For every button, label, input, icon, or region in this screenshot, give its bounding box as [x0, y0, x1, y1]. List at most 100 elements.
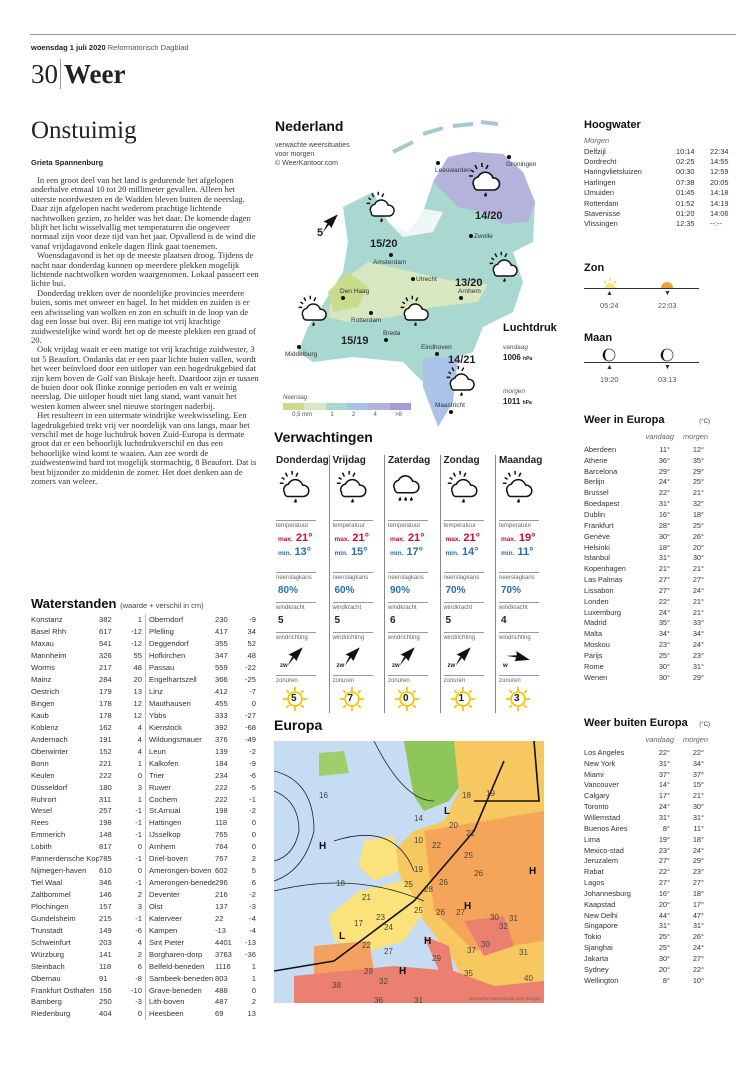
temp-today: 28°	[658, 520, 670, 530]
water-level: 146	[99, 890, 112, 900]
high-tide-2: 14:55	[710, 157, 729, 167]
water-level: 230	[215, 615, 228, 625]
forecast-day-column: Zaterdag temperatuur max. 21° min. 17° neers…	[384, 455, 440, 713]
water-level: 179	[99, 687, 112, 697]
min-value: 17°	[406, 546, 424, 558]
min-value: 11°	[517, 546, 534, 558]
water-change: 4	[137, 722, 142, 732]
max-label: max.	[445, 536, 461, 543]
temp-today: 30°	[658, 672, 670, 682]
pressure-tomorrow: 1011	[503, 397, 521, 406]
station-name: Würzburg	[31, 949, 64, 959]
station-name: Emmerich	[31, 830, 66, 840]
station-name: Linz	[149, 687, 163, 697]
city-name: Los Angeles	[584, 747, 625, 757]
subtitle: (waarde + verschil in cm)	[120, 601, 204, 610]
water-change: -9	[249, 615, 256, 625]
table-row: Katerveer 22 -4	[149, 912, 259, 924]
water-change: 2	[251, 997, 256, 1007]
table-row: Ruwer 222 -5	[149, 781, 259, 793]
temp-tomorrow: 10°	[692, 975, 704, 985]
water-change: 1	[137, 794, 142, 804]
table-row: Koblenz 162 4	[31, 721, 145, 733]
wind-direction-label: zw	[447, 663, 456, 669]
wind-direction-label: zw	[392, 663, 400, 669]
temp-tomorrow: 17°	[692, 899, 704, 909]
station-name: Amerongen-boven	[149, 866, 212, 876]
europa-temp-label: 18	[336, 879, 345, 888]
water-change: 6	[251, 878, 256, 888]
water-change: 55	[133, 651, 142, 661]
table-row: Malta 34° 34°	[584, 628, 710, 639]
label-windkracht: windkracht	[443, 602, 484, 611]
water-change: -10	[131, 985, 142, 995]
hoogwater-sub: Morgen	[584, 136, 610, 145]
high-tide-1: 10:14	[676, 146, 695, 156]
wind-force: 5	[278, 615, 284, 626]
table-row: Johannesburg 16° 18°	[584, 888, 710, 899]
table-row: Sint Pieter 4401 -13	[149, 936, 259, 948]
temp-label: 15/19	[341, 335, 369, 347]
buiten-europa-section: Weer buiten Europa (°C) vandaag morgen Los…	[584, 717, 710, 986]
legend-tick: 1	[330, 412, 334, 418]
table-row: Oberwinter 152 4	[31, 745, 145, 757]
temp-tomorrow: 22°	[692, 964, 704, 974]
water-level: 404	[99, 1009, 112, 1019]
buiten-table: Los Angeles 22° 22° New York 31° 34° Miami 37° 3…	[584, 747, 710, 986]
water-level: 610	[99, 866, 112, 876]
water-change: -3	[135, 997, 142, 1007]
station-name: Lobith	[31, 842, 52, 852]
table-row: Jeruzalem 27° 29°	[584, 855, 710, 866]
high-tide-1: 12:35	[676, 219, 695, 229]
city-amsterdam: Amsterdam	[373, 252, 406, 266]
table-row: Plochingen 157 3	[31, 901, 145, 913]
label-temperature: temperatuur	[499, 520, 539, 529]
water-level: 785	[99, 854, 112, 864]
table-row: Mexico-stad 23° 24°	[584, 845, 710, 856]
temp-tomorrow: 18°	[692, 834, 704, 844]
city-name: Madrid	[584, 618, 607, 628]
water-level: 284	[99, 675, 112, 685]
temp-max: max. 19°	[501, 532, 551, 544]
europa-temp-label: 26	[474, 869, 483, 878]
table-row: Trunstadt 149 -6	[31, 924, 145, 936]
temp-today: 8°	[662, 823, 670, 833]
pressure-today: 1006	[503, 353, 521, 362]
table-row: Toronto 24° 30°	[584, 801, 710, 812]
paragraph: Het resulteert in een uitermate windrijk…	[31, 410, 257, 486]
table-row: Lith-boven 487 2	[149, 996, 259, 1008]
station-name: Keulen	[31, 770, 55, 780]
city-name: Lima	[584, 834, 601, 844]
station-name: Schweinfurt	[31, 937, 71, 947]
temp-tomorrow: 30°	[692, 553, 704, 563]
europa-temp-label: 14	[414, 814, 423, 823]
table-row: Wellington 8° 10°	[584, 975, 710, 986]
station-name: Koblenz	[31, 722, 59, 732]
temp-today: 23°	[658, 845, 670, 855]
moonset-time: 03:13	[658, 375, 677, 384]
water-change: -22	[245, 663, 256, 673]
label-windkracht: windkracht	[276, 602, 316, 611]
water-level: 765	[215, 830, 228, 840]
sun-hours-value: 5	[291, 693, 297, 704]
map-caption: verwachte weersituatie voor morgen	[468, 996, 541, 1001]
city-name: Vancouver	[584, 780, 619, 790]
label-temperature: temperatuur	[388, 520, 428, 529]
rain-chance: 90%	[390, 585, 411, 596]
temp-tomorrow: 20°	[692, 542, 704, 552]
city-name: Tokio	[584, 932, 602, 942]
forecast-day-column: Vrijdag temperatuur max. 21° min. 15° neersl…	[328, 455, 385, 713]
buiten-title: Weer buiten Europa	[584, 717, 688, 729]
station-name: Deggendorf	[149, 639, 189, 649]
water-change: 52	[247, 639, 256, 649]
high-tide-1: 07:38	[676, 177, 695, 187]
temp-today: 24°	[658, 477, 670, 487]
label-zonuren: zonuren	[332, 675, 373, 684]
city-name: Boedapest	[584, 499, 620, 509]
city-name: Toronto	[584, 802, 609, 812]
high-tide-2: 14:19	[710, 198, 729, 208]
station-name: Riedenburg	[31, 1009, 71, 1019]
table-row: Steinbach 118 6	[31, 960, 145, 972]
label-windkracht: windkracht	[499, 602, 539, 611]
temp-tomorrow: 24°	[692, 640, 704, 650]
